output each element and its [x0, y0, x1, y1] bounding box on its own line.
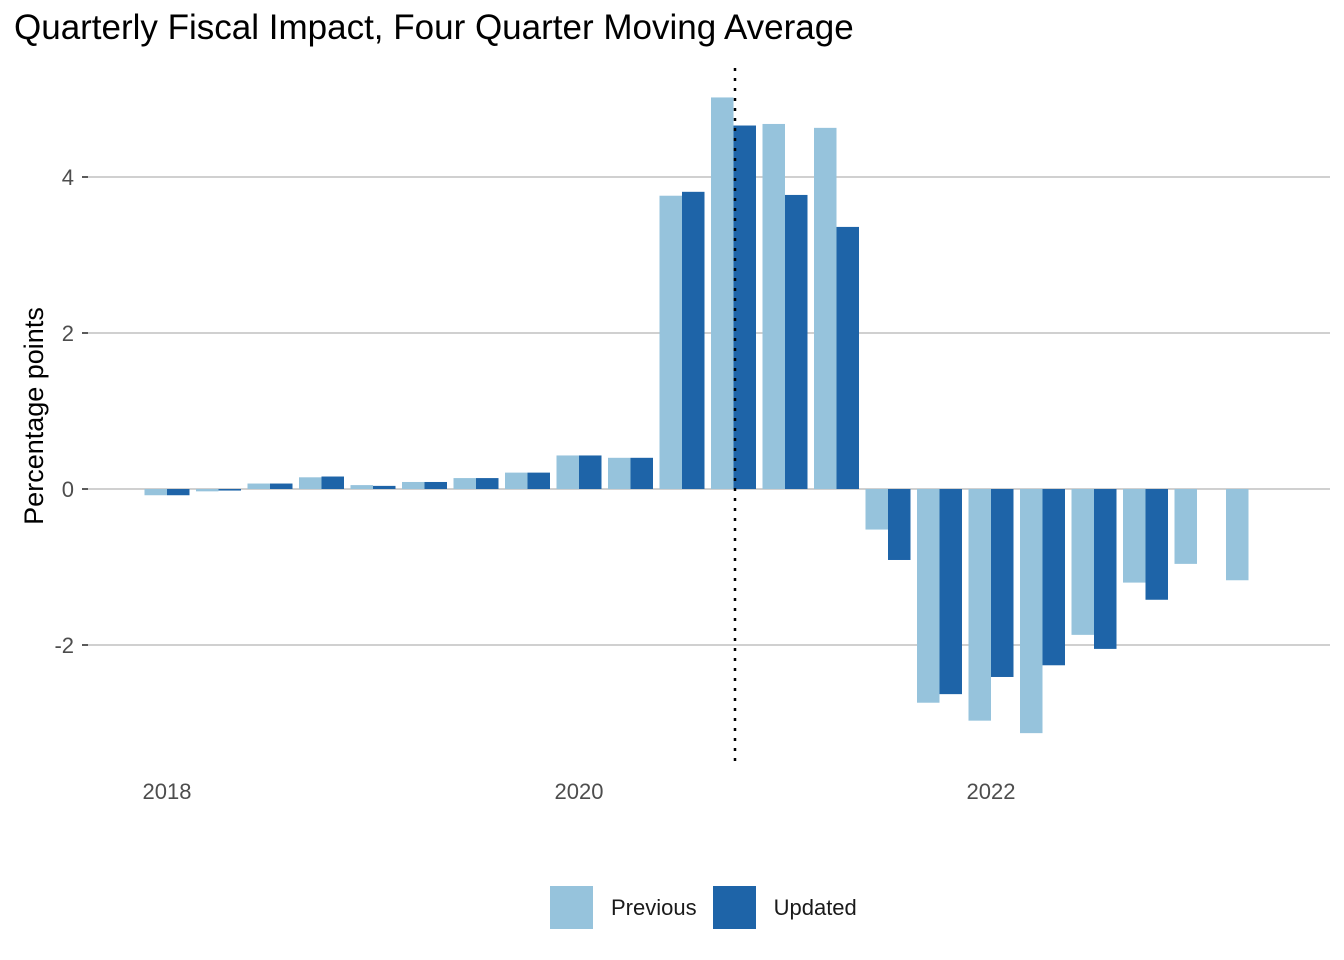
bar-previous-2018-q3: [247, 483, 270, 489]
bars: [144, 97, 1249, 734]
bar-previous-2020-q4: [711, 97, 734, 489]
x-tick-label: 2020: [555, 779, 604, 804]
legend: Previous Updated: [550, 886, 873, 929]
bar-previous-2023-q1: [1174, 489, 1197, 564]
bar-updated-2019-q4: [527, 472, 550, 489]
bar-previous-2018-q1: [144, 489, 167, 496]
bar-previous-2021-q2: [814, 127, 837, 490]
bar-updated-2020-q3: [682, 191, 705, 489]
bar-updated-2020-q1: [579, 455, 602, 489]
bar-previous-2019-q4: [505, 472, 528, 489]
y-tick-label: 0: [62, 477, 74, 502]
bar-previous-2019-q1: [350, 485, 373, 489]
x-tick-label: 2022: [967, 779, 1016, 804]
y-tick-label: -2: [54, 633, 74, 658]
bar-previous-2020-q3: [659, 195, 682, 489]
bar-updated-2018-q1: [167, 489, 190, 496]
y-axis-label: Percentage points: [19, 307, 49, 525]
bar-previous-2020-q2: [608, 457, 631, 489]
bar-updated-2020-q2: [630, 457, 653, 489]
legend-swatch-updated: [712, 886, 756, 929]
bar-updated-2018-q3: [270, 483, 293, 489]
bar-previous-2022-q3: [1071, 489, 1094, 635]
bar-updated-2021-q4: [939, 489, 962, 695]
bar-updated-2019-q3: [476, 478, 499, 489]
bar-updated-2022-q1: [991, 489, 1014, 677]
chart-title: Quarterly Fiscal Impact, Four Quarter Mo…: [14, 8, 854, 47]
y-tick-label: 2: [62, 321, 74, 346]
y-tick-label: 4: [62, 165, 74, 190]
bar-updated-2022-q3: [1094, 489, 1117, 649]
bar-previous-2022-q2: [1020, 489, 1043, 734]
bar-previous-2021-q4: [917, 489, 940, 703]
x-tick-label: 2018: [143, 779, 192, 804]
legend-item-updated: Updated: [712, 886, 857, 929]
bar-updated-2022-q2: [1042, 489, 1065, 666]
bar-updated-2021-q2: [836, 226, 859, 490]
bar-previous-2023-q2: [1226, 489, 1249, 581]
axis-ticks: -2 0 2 4 2018 2020 2022: [54, 165, 1015, 804]
bar-updated-2019-q1: [373, 485, 396, 489]
bar-previous-2022-q1: [968, 489, 991, 721]
bar-previous-2020-q1: [556, 455, 579, 489]
bar-previous-2019-q2: [402, 481, 425, 489]
bar-updated-2022-q4: [1145, 489, 1168, 600]
bar-updated-2021-q3: [888, 489, 911, 560]
bar-previous-2022-q4: [1123, 489, 1146, 583]
legend-item-previous: Previous: [550, 886, 697, 929]
bar-previous-2019-q3: [453, 478, 476, 489]
bar-previous-2018-q4: [299, 477, 322, 489]
bar-previous-2021-q3: [865, 489, 888, 530]
bar-previous-2018-q2: [196, 489, 219, 492]
bar-updated-2020-q4: [733, 125, 756, 490]
bar-updated-2019-q2: [424, 481, 447, 489]
legend-label-updated: Updated: [773, 894, 857, 920]
bar-updated-2021-q1: [785, 194, 808, 489]
bar-updated-2018-q2: [218, 489, 241, 491]
legend-swatch-previous: [550, 886, 593, 929]
bar-previous-2021-q1: [762, 123, 785, 490]
bar-updated-2018-q4: [321, 476, 344, 489]
legend-label-previous: Previous: [611, 894, 697, 920]
